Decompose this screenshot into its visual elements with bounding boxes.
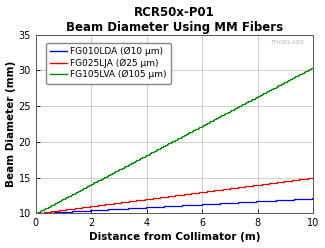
FG105LVA (Ø105 μm) <box>50 203 54 206</box>
Y-axis label: Beam Diameter (mm): Beam Diameter (mm) <box>6 61 16 187</box>
X-axis label: Distance from Collimator (m): Distance from Collimator (m) <box>89 232 260 243</box>
FG105LVA (Ø105 μm) <box>311 65 315 68</box>
Text: THORLABS: THORLABS <box>271 40 305 45</box>
FG010LDA (Ø10 μm) <box>288 198 292 201</box>
FG025LJA (Ø25 μm) <box>45 211 49 214</box>
Legend: FG010LDA (Ø10 μm), FG025LJA (Ø25 μm), FG105LVA (Ø105 μm): FG010LDA (Ø10 μm), FG025LJA (Ø25 μm), FG… <box>46 43 171 84</box>
FG010LDA (Ø10 μm) <box>34 212 38 215</box>
FG010LDA (Ø10 μm) <box>108 208 111 211</box>
FG025LJA (Ø25 μm) <box>108 202 111 205</box>
FG105LVA (Ø105 μm) <box>85 185 89 188</box>
FG010LDA (Ø10 μm) <box>50 211 54 214</box>
FG105LVA (Ø105 μm) <box>108 173 111 176</box>
FG010LDA (Ø10 μm) <box>297 198 301 201</box>
Title: RCR50x-P01
Beam Diameter Using MM Fibers: RCR50x-P01 Beam Diameter Using MM Fibers <box>66 5 283 33</box>
FG105LVA (Ø105 μm) <box>288 78 292 81</box>
FG025LJA (Ø25 μm) <box>311 176 315 179</box>
FG025LJA (Ø25 μm) <box>297 178 301 181</box>
FG105LVA (Ø105 μm) <box>297 73 301 76</box>
FG010LDA (Ø10 μm) <box>311 197 315 200</box>
FG010LDA (Ø10 μm) <box>85 209 89 212</box>
FG010LDA (Ø10 μm) <box>45 211 49 214</box>
FG025LJA (Ø25 μm) <box>288 179 292 182</box>
FG025LJA (Ø25 μm) <box>85 205 89 208</box>
FG025LJA (Ø25 μm) <box>34 212 38 215</box>
Line: FG025LJA (Ø25 μm): FG025LJA (Ø25 μm) <box>36 178 313 214</box>
FG105LVA (Ø105 μm) <box>34 212 38 215</box>
FG025LJA (Ø25 μm) <box>50 210 54 213</box>
FG105LVA (Ø105 μm) <box>45 206 49 209</box>
Line: FG105LVA (Ø105 μm): FG105LVA (Ø105 μm) <box>36 67 313 214</box>
Line: FG010LDA (Ø10 μm): FG010LDA (Ø10 μm) <box>36 198 313 214</box>
